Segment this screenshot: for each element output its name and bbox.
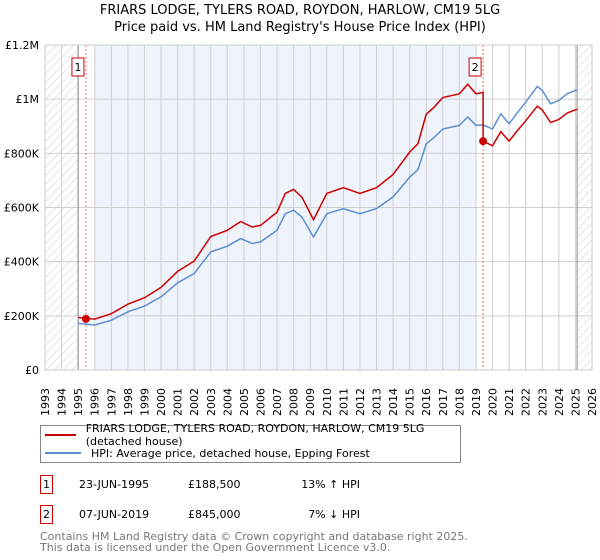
series-line <box>78 85 578 326</box>
sale-date: 23-JUN-1995 <box>79 478 150 491</box>
y-tick-label: £1.2M <box>5 39 39 52</box>
x-tick-label: 2009 <box>304 388 317 416</box>
x-tick-label: 2005 <box>238 388 251 416</box>
x-tick-label: 1999 <box>138 388 151 416</box>
x-tick-label: 2026 <box>586 388 599 416</box>
x-tick-label: 2007 <box>271 388 284 416</box>
sale-date: 07-JUN-2019 <box>79 508 150 521</box>
legend-swatch-red <box>45 434 76 436</box>
x-tick-label: 2017 <box>437 388 450 416</box>
x-tick-label: 2020 <box>487 388 500 416</box>
x-tick-label: 2021 <box>503 388 516 416</box>
x-tick-label: 2018 <box>453 388 466 416</box>
x-tick-label: 2002 <box>188 388 201 416</box>
legend-label: FRIARS LODGE, TYLERS ROAD, ROYDON, HARLO… <box>85 422 425 448</box>
chart-subtitle: Price paid vs. HM Land Registry's House … <box>114 20 486 35</box>
x-tick-label: 2008 <box>288 388 301 416</box>
footer-copyright: Contains HM Land Registry data © Crown c… <box>40 530 468 543</box>
sale-marker: 1 <box>40 475 53 494</box>
x-tick-label: 2001 <box>172 388 185 416</box>
y-tick-label: £800K <box>4 147 40 160</box>
y-tick-label: £0 <box>25 364 39 377</box>
price-chart: 1993 1994 1995 1996 1997 1998 1999 2000 2001 2002… <box>4 39 599 416</box>
x-tick-label: 2000 <box>155 388 168 416</box>
x-tick-label: 2016 <box>420 388 433 416</box>
x-tick-label: 1996 <box>89 388 102 416</box>
x-tick-label: 2019 <box>470 388 483 416</box>
legend-label: HPI: Average price, detached house, Eppi… <box>91 446 370 460</box>
sale-label-box <box>71 57 85 77</box>
y-tick-label: £600K <box>4 202 40 215</box>
footer-licence: This data is licensed under the Open Gov… <box>40 541 391 554</box>
chart-title: FRIARS LODGE, TYLERS ROAD, ROYDON, HARLO… <box>99 3 501 18</box>
x-tick-label: 1994 <box>56 388 69 416</box>
x-tick-label: 2014 <box>387 388 400 416</box>
sale-price: £188,500 <box>188 478 241 491</box>
y-tick-label: £400K <box>4 256 40 269</box>
legend-item-property: FRIARS LODGE, TYLERS ROAD, ROYDON, HARLO… <box>45 422 460 448</box>
sale-marker: 2 <box>40 505 53 524</box>
x-tick-label: 1993 <box>39 388 52 416</box>
sale-row: 1 23-JUN-1995 £188,500 13% ↑ HPI <box>40 475 600 495</box>
x-tick-label: 1997 <box>105 388 118 416</box>
x-tick-label: 1995 <box>72 388 85 416</box>
legend-item-hpi: HPI: Average price, detached house, Eppi… <box>45 445 370 461</box>
sale-hpi-diff: 7% ↓ HPI <box>308 508 360 521</box>
footer: Contains HM Land Registry data © Crown c… <box>40 531 468 553</box>
x-tick-label: 2022 <box>520 388 533 416</box>
plot-border <box>44 44 593 371</box>
x-tick-label: 2023 <box>536 388 549 416</box>
series-line <box>78 83 578 320</box>
x-tick-label: 2013 <box>371 388 384 416</box>
x-tick-label: 2025 <box>569 388 582 416</box>
sale-point <box>81 314 90 323</box>
y-tick-label: £200K <box>4 310 40 323</box>
sale-label-box <box>468 57 482 77</box>
sale-price: £845,000 <box>188 508 241 521</box>
x-tick-label: 2006 <box>254 388 267 416</box>
x-tick-label: 1998 <box>122 388 135 416</box>
legend-swatch-blue <box>45 452 81 454</box>
x-tick-label: 2012 <box>354 388 367 416</box>
x-tick-label: 2010 <box>321 388 334 416</box>
y-tick-label: £1M <box>16 93 40 106</box>
x-tick-label: 2004 <box>221 388 234 416</box>
x-tick-label: 2003 <box>205 388 218 416</box>
sale-row: 2 07-JUN-2019 £845,000 7% ↓ HPI <box>40 505 600 525</box>
sale-label: 2 <box>472 61 479 74</box>
x-tick-label: 2024 <box>553 388 566 416</box>
x-tick-label: 2015 <box>404 388 417 416</box>
sale-hpi-diff: 13% ↑ HPI <box>301 478 360 491</box>
x-tick-label: 2011 <box>337 388 350 416</box>
sale-point <box>479 137 488 146</box>
sale-label: 1 <box>74 61 81 74</box>
legend: FRIARS LODGE, TYLERS ROAD, ROYDON, HARLO… <box>40 422 461 463</box>
